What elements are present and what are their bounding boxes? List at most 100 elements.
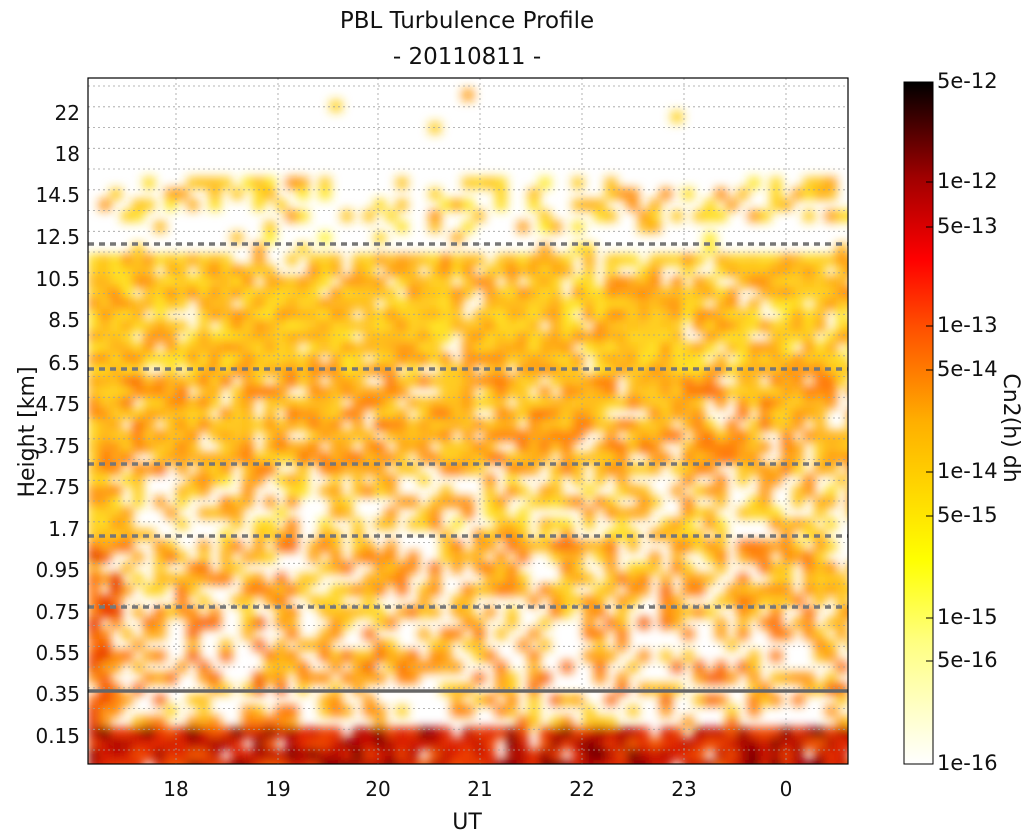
colorbar-tick-label: 1e-13 [937, 313, 998, 337]
heatmap-cell [330, 452, 342, 464]
heatmap-cell [803, 342, 815, 354]
heatmap-cell [121, 342, 133, 354]
heatmap-cell [803, 408, 815, 420]
heatmap-cell [396, 419, 408, 431]
heatmap-cell [770, 606, 782, 618]
heatmap-cell [825, 430, 837, 442]
heatmap-cell [154, 551, 166, 563]
heatmap-cell [770, 342, 782, 354]
heatmap-cell [847, 342, 848, 354]
heatmap-cell [231, 353, 243, 365]
heatmap-cell [176, 342, 188, 354]
heatmap-cell [814, 276, 826, 288]
heatmap-cell [154, 408, 166, 420]
heatmap-cell [88, 408, 100, 420]
heatmap-cell [198, 265, 210, 277]
heatmap-cell [275, 353, 287, 365]
heatmap-cell [594, 408, 606, 420]
heatmap-cell [385, 408, 397, 420]
heatmap-cell [220, 408, 232, 420]
heatmap-cell [462, 606, 474, 618]
heatmap-cell [341, 386, 353, 398]
heatmap-cell [616, 331, 628, 343]
heatmap-cell [385, 738, 397, 750]
heatmap-cell [572, 452, 584, 464]
heatmap-cell [825, 353, 837, 365]
heatmap-cell [627, 287, 639, 299]
heatmap-cell [682, 265, 694, 277]
heatmap-cell [847, 463, 848, 475]
heatmap-cell [605, 749, 617, 761]
heatmap-cell [517, 518, 529, 530]
heatmap-cell [638, 210, 650, 222]
heatmap-cell [638, 331, 650, 343]
heatmap-cell [429, 419, 441, 431]
heatmap-cell [209, 716, 221, 728]
heatmap-cell [506, 584, 518, 596]
heatmap-cell [198, 485, 210, 497]
heatmap-cell [660, 452, 672, 464]
heatmap-cell [187, 331, 199, 343]
heatmap-cell [737, 749, 749, 761]
heatmap-cell [528, 298, 540, 310]
heatmap-cell [748, 210, 760, 222]
heatmap-cell [319, 672, 331, 684]
heatmap-cell [748, 650, 760, 662]
heatmap-cell [572, 276, 584, 288]
heatmap-cell [473, 452, 485, 464]
heatmap-cell [330, 705, 342, 717]
heatmap-cell [638, 353, 650, 365]
heatmap-cell [187, 606, 199, 618]
heatmap-cell [781, 298, 793, 310]
heatmap-cell [726, 287, 738, 299]
heatmap-cell [484, 584, 496, 596]
heatmap-cell [825, 298, 837, 310]
heatmap-cell [825, 617, 837, 629]
heatmap-cell [308, 551, 320, 563]
heatmap-cell [825, 386, 837, 398]
heatmap-cell [110, 320, 122, 332]
heatmap-cell [484, 386, 496, 398]
heatmap-cell [121, 408, 133, 420]
heatmap-cell [836, 727, 848, 739]
heatmap-cell [748, 694, 760, 706]
heatmap-cell [627, 353, 639, 365]
heatmap-cell [704, 694, 716, 706]
heatmap-cell [176, 463, 188, 475]
heatmap-cell [220, 298, 232, 310]
heatmap-cell [286, 441, 298, 453]
heatmap-cell [814, 639, 826, 651]
heatmap-cell [363, 551, 375, 563]
heatmap-cell [143, 617, 155, 629]
heatmap-cell [704, 287, 716, 299]
heatmap-cell [649, 320, 661, 332]
heatmap-cell [484, 287, 496, 299]
heatmap-cell [704, 518, 716, 530]
heatmap-cell [781, 540, 793, 552]
heatmap-cell [396, 342, 408, 354]
colorbar-tick-label: 5e-12 [937, 69, 998, 93]
y-tick-label: 14.5 [35, 183, 80, 207]
heatmap-cell [605, 584, 617, 596]
heatmap-cell [407, 430, 419, 442]
heatmap-cell [209, 177, 221, 189]
heatmap-cell [605, 540, 617, 552]
heatmap-cell [550, 298, 562, 310]
heatmap-cell [253, 375, 265, 387]
heatmap-cell [473, 694, 485, 706]
heatmap-cell [726, 386, 738, 398]
heatmap-cell [561, 595, 573, 607]
heatmap-cell [550, 595, 562, 607]
heatmap-cell [154, 617, 166, 629]
heatmap-cell [495, 727, 507, 739]
heatmap-cell [550, 265, 562, 277]
heatmap-cell [330, 760, 342, 764]
heatmap-cell [187, 254, 199, 266]
heatmap-cell [176, 485, 188, 497]
heatmap-cell [506, 606, 518, 618]
heatmap-cell [528, 540, 540, 552]
heatmap-cell [682, 188, 694, 200]
heatmap-cell [440, 496, 452, 508]
heatmap-cell [330, 595, 342, 607]
heatmap-cell [187, 573, 199, 585]
